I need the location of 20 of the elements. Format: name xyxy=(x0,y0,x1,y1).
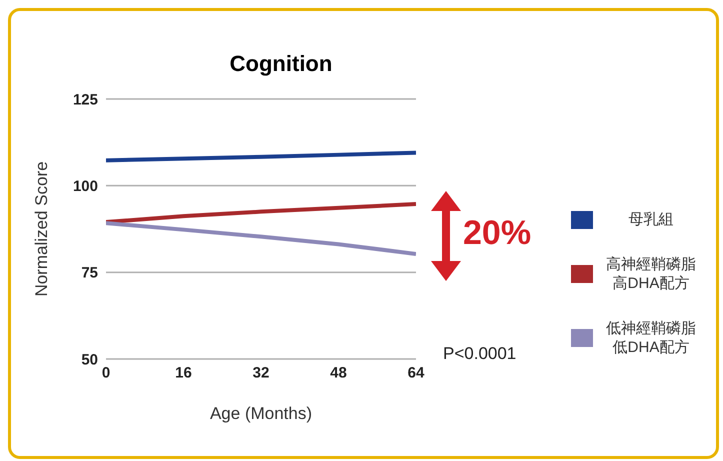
x-tick-label: 48 xyxy=(330,364,347,382)
y-axis-title: Normalized Score xyxy=(32,161,52,297)
x-tick-label: 64 xyxy=(408,364,425,382)
text: P<0.0001 xyxy=(443,344,516,364)
x-tick-label: 32 xyxy=(252,364,270,382)
chart-title: Cognition xyxy=(228,51,334,77)
line-series xyxy=(106,202,416,224)
x-axis-title: Age (Months) xyxy=(210,404,312,423)
legend-label: 高神經鞘磷脂高DHA配方 xyxy=(605,255,697,293)
line-series xyxy=(106,221,416,256)
legend-label: 母乳組 xyxy=(628,210,674,229)
legend-label: 低神經鞘磷脂低DHA配方 xyxy=(605,319,697,357)
y-tick-label: 100 xyxy=(72,178,98,195)
y-tick-label: 75 xyxy=(81,264,98,282)
x-tick-label: 0 xyxy=(102,364,110,382)
text: 20% xyxy=(463,214,532,253)
line-series xyxy=(106,150,416,162)
y-tick-label: 125 xyxy=(72,91,98,108)
x-tick-label: 16 xyxy=(175,364,192,382)
y-tick-label: 50 xyxy=(81,351,98,368)
